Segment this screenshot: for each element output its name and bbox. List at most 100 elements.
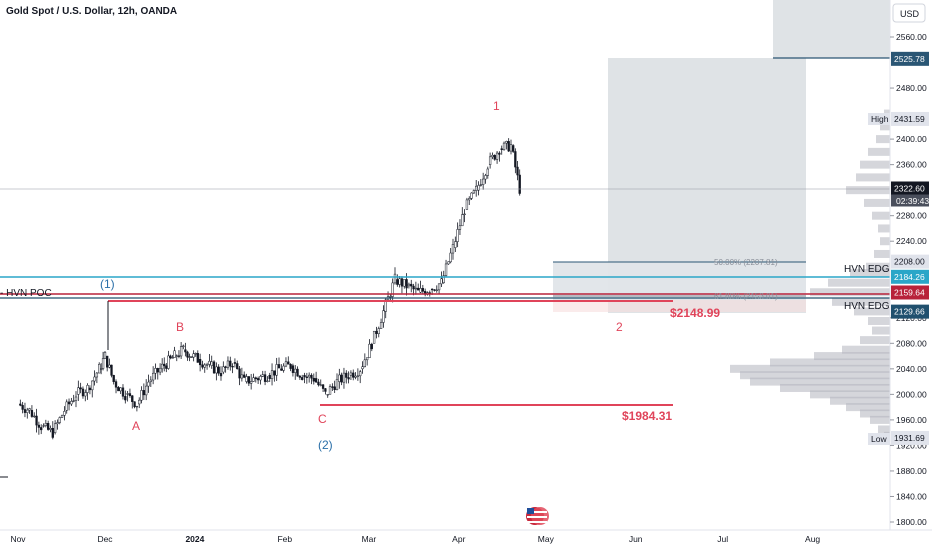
candle-body xyxy=(396,279,399,285)
candle-body xyxy=(56,422,59,425)
fib-label-618: 61.80% (2153.01) xyxy=(714,292,778,301)
candle-body xyxy=(145,385,148,396)
candle-body xyxy=(35,415,38,426)
candle-body xyxy=(493,154,496,160)
candle-body xyxy=(301,377,304,380)
candle-body xyxy=(91,380,94,391)
candle-body xyxy=(245,376,248,382)
volume-bar xyxy=(880,237,890,246)
candle-body xyxy=(208,360,211,365)
candle-body xyxy=(275,364,278,376)
y-tick-label: 1880.00 xyxy=(896,466,927,476)
candle-body xyxy=(314,378,318,383)
wave-label-2: 2 xyxy=(616,320,623,334)
candle-body xyxy=(126,393,129,395)
candle-body xyxy=(512,145,515,152)
candle-body xyxy=(310,374,313,379)
candle-body xyxy=(345,372,348,378)
time-axis-ticks: Nov Dec 2024 Feb Mar Apr May Jun Jul Aug xyxy=(10,534,820,544)
x-tick-label: Aug xyxy=(805,534,820,544)
x-tick-label: Jun xyxy=(629,534,643,544)
candle-body xyxy=(440,278,443,285)
candle-body xyxy=(495,152,499,160)
candle-body xyxy=(194,353,197,355)
high-label-bg xyxy=(868,113,890,125)
currency-button[interactable] xyxy=(892,3,926,23)
candle-body xyxy=(282,365,285,371)
candle-body xyxy=(509,144,513,152)
candle-body xyxy=(117,387,120,392)
candle-body xyxy=(106,355,109,368)
y-tick-label: 1920.00 xyxy=(896,440,927,450)
countdown-label: 02:39:43 xyxy=(896,196,929,206)
price-label: 2322.60 xyxy=(894,183,925,193)
candle-body xyxy=(505,141,508,144)
y-tick-label: 1800.00 xyxy=(896,517,927,527)
y-tick-label: 2080.00 xyxy=(896,338,927,348)
y-tick-label: 1960.00 xyxy=(896,415,927,425)
candle-body xyxy=(500,148,503,150)
candle-body xyxy=(256,378,260,381)
candle-body xyxy=(110,364,113,376)
candle-body xyxy=(444,263,448,276)
candle-body xyxy=(419,288,422,293)
candle-body xyxy=(514,151,517,168)
candle-body xyxy=(312,377,315,382)
candle-body xyxy=(179,346,183,357)
candle-body xyxy=(277,364,281,369)
candle-body xyxy=(326,394,329,396)
candle-body xyxy=(449,252,452,263)
volume-bar xyxy=(854,307,890,316)
candle-body xyxy=(368,343,371,358)
volume-bar xyxy=(874,249,890,258)
candle-body xyxy=(254,377,257,380)
price-label-bg xyxy=(891,181,929,196)
candle-body xyxy=(433,289,436,291)
candle-body xyxy=(298,375,302,378)
candle-body xyxy=(465,199,469,210)
candle-body xyxy=(114,381,118,388)
candle-body xyxy=(196,353,199,363)
candle-body xyxy=(442,275,445,283)
candle-body xyxy=(296,368,299,377)
candle-body xyxy=(233,362,237,364)
candle-body xyxy=(410,283,413,287)
candle-body xyxy=(65,401,68,411)
volume-bar xyxy=(860,336,890,345)
candle-body xyxy=(60,415,64,418)
candle-body xyxy=(435,289,438,291)
candle-body xyxy=(379,322,383,329)
candle-body xyxy=(149,379,152,382)
candle-body xyxy=(212,361,216,374)
candle-body xyxy=(289,363,292,369)
candle-body xyxy=(454,241,457,248)
candle-body xyxy=(158,367,162,373)
candle-body xyxy=(192,353,195,358)
volume-bar xyxy=(872,211,890,220)
volume-bar xyxy=(842,345,890,354)
y-tick-label: 2040.00 xyxy=(896,364,927,374)
y-tick-label: 2400.00 xyxy=(896,134,927,144)
x-tick-label: 2024 xyxy=(185,534,204,544)
volume-bar xyxy=(870,415,890,424)
projection-zone-upper xyxy=(773,0,893,58)
candle-body xyxy=(488,156,492,165)
candle-body xyxy=(188,356,191,358)
candle-body xyxy=(147,381,150,387)
countdown-bg xyxy=(891,194,929,207)
candle-body xyxy=(270,370,274,379)
candle-body xyxy=(291,365,295,373)
candle-body xyxy=(412,285,415,290)
candle-body xyxy=(138,399,141,405)
candle-body xyxy=(98,364,101,374)
candle-body xyxy=(86,385,89,393)
y-tick-label: 1840.00 xyxy=(896,491,927,501)
volume-bar xyxy=(846,403,890,412)
y-tick-label: 2560.00 xyxy=(896,32,927,42)
volume-bar xyxy=(850,269,890,278)
candle-body xyxy=(352,372,355,378)
candle-body xyxy=(363,359,366,367)
us-flag-icon[interactable] xyxy=(526,507,549,525)
candle-body xyxy=(217,366,220,374)
